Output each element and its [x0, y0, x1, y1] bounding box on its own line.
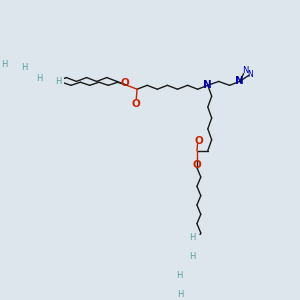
- Text: H: H: [2, 60, 8, 69]
- Text: O: O: [194, 136, 203, 146]
- Text: O: O: [132, 99, 141, 109]
- Text: H: H: [55, 77, 61, 86]
- Text: N: N: [248, 70, 254, 79]
- Text: H: H: [189, 233, 195, 242]
- Text: H: H: [177, 290, 183, 299]
- Text: H: H: [189, 252, 196, 261]
- Text: H: H: [36, 74, 42, 83]
- Text: N: N: [242, 66, 248, 75]
- Text: H: H: [176, 271, 183, 280]
- Text: O: O: [120, 78, 129, 88]
- Text: N: N: [203, 80, 212, 90]
- Text: O: O: [193, 160, 201, 170]
- Text: N: N: [235, 76, 244, 86]
- Text: H: H: [21, 63, 27, 72]
